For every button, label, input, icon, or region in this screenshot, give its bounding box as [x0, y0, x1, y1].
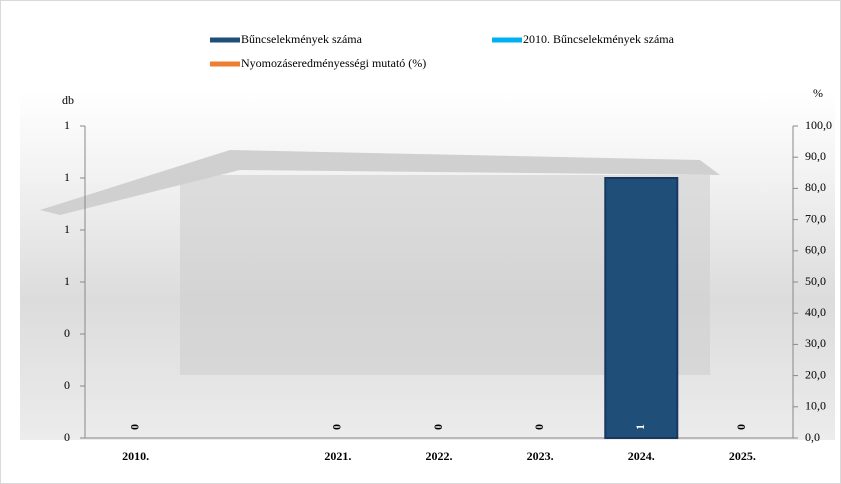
data-label: 0: [127, 424, 141, 430]
y-tick-label: 1: [64, 274, 70, 288]
y-tick-label: 0: [64, 430, 70, 444]
x-tick-label: 2025.: [729, 449, 756, 463]
y2-axis-label: %: [813, 86, 823, 100]
y-tick-label: 1: [64, 170, 70, 184]
x-tick-label: 2010.: [122, 449, 149, 463]
legend-label: Nyomozáseredményességi mutató (%): [241, 56, 426, 70]
y-tick-label: 1: [64, 222, 70, 236]
bar: [604, 177, 679, 439]
y-tick-label: 0: [64, 326, 70, 340]
y-axis-label: db: [62, 93, 74, 107]
y2-tick-label: 10,0: [805, 399, 826, 413]
building-roof: [40, 150, 720, 215]
legend-label: 2010. Bűncselekmények száma: [523, 32, 675, 46]
data-label: 0: [431, 424, 445, 430]
y2-tick-label: 90,0: [805, 149, 826, 163]
data-label: 0: [532, 424, 546, 430]
data-label: 0: [330, 424, 344, 430]
legend-swatch: [492, 37, 522, 43]
y2-tick-label: 30,0: [805, 336, 826, 350]
y2-tick-label: 80,0: [805, 180, 826, 194]
x-tick-label: 2023.: [527, 449, 554, 463]
x-tick-label: 2021.: [324, 449, 351, 463]
y2-tick-label: 50,0: [805, 274, 826, 288]
y2-tick-label: 100,0: [805, 118, 832, 132]
y-tick-label: 0: [64, 378, 70, 392]
y-tick-label: 1: [64, 118, 70, 132]
legend-swatch: [210, 37, 240, 43]
legend-swatch: [210, 61, 240, 67]
y2-tick-label: 40,0: [805, 305, 826, 319]
data-label: 0: [734, 424, 748, 430]
y2-tick-label: 0,0: [805, 430, 820, 444]
data-label: 1: [633, 424, 647, 430]
legend-label: Bűncselekmények száma: [241, 32, 363, 46]
y2-tick-label: 60,0: [805, 243, 826, 257]
x-tick-label: 2022.: [426, 449, 453, 463]
y2-tick-label: 70,0: [805, 211, 826, 225]
y2-tick-label: 20,0: [805, 367, 826, 381]
x-tick-label: 2024.: [628, 449, 655, 463]
